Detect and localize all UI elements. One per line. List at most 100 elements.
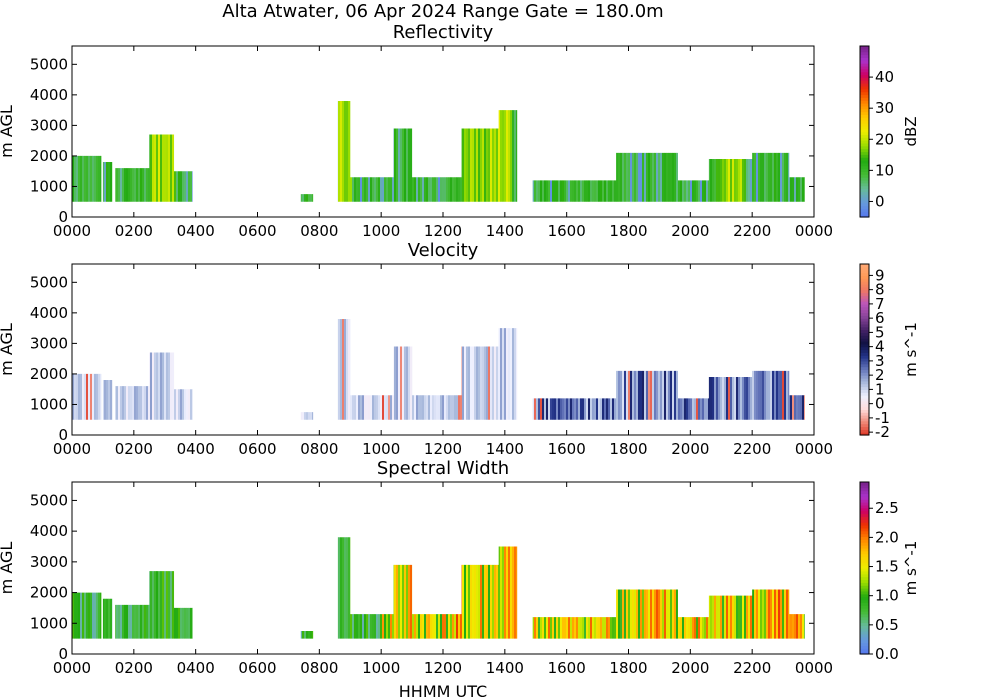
panel-1: Reflectivitym AGL00000200040006000800100… xyxy=(0,22,920,240)
x-tick-label: 2000 xyxy=(671,440,709,458)
panel-title: Reflectivity xyxy=(393,22,494,43)
x-tick-label: 0000 xyxy=(795,659,833,677)
y-tick-label: 4000 xyxy=(30,522,68,540)
panel-3: Spectral Width m AGL 0000 0200 0400 0600 0800 1… xyxy=(0,458,920,677)
colorbar-tick-label: 5 xyxy=(875,323,885,341)
x-tick-label: 0600 xyxy=(238,659,276,677)
y-tick-label: 5000 xyxy=(30,55,68,73)
x-tick-label: 1400 xyxy=(486,440,524,458)
colorbar-tick-label: 2.0 xyxy=(875,528,899,546)
y-tick-label: 0 xyxy=(58,208,68,226)
colorbar-tick-label: 8 xyxy=(875,281,885,299)
x-tick-label: 1800 xyxy=(609,222,647,240)
y-tick-label: 3000 xyxy=(30,116,68,134)
x-tick-label: 0200 xyxy=(115,440,153,458)
x-tick-label: 0400 xyxy=(177,222,215,240)
echo-field xyxy=(72,537,805,639)
colorbar-tick-label: 0 xyxy=(875,395,885,413)
x-tick-label: 1000 xyxy=(362,222,400,240)
y-tick-label: 4000 xyxy=(30,304,68,322)
colorbar-tick-label: 1.5 xyxy=(875,558,899,576)
x-tick-label: 0000 xyxy=(795,222,833,240)
colorbar-tick-label: 7 xyxy=(875,295,885,313)
x-tick-label: 1400 xyxy=(486,659,524,677)
colorbar-tick-label: 0.5 xyxy=(875,616,899,634)
colorbar-frame xyxy=(859,263,870,436)
colorbar-tick-label: 20 xyxy=(875,130,894,148)
colorbar-tick-label: -1 xyxy=(875,409,890,427)
x-tick-label: 1400 xyxy=(486,222,524,240)
colorbar-tick-label: 4 xyxy=(875,338,885,356)
panels: Reflectivitym AGL00000200040006000800100… xyxy=(0,22,920,677)
y-tick-label: 0 xyxy=(58,645,68,663)
colorbar-frame xyxy=(859,481,870,655)
x-tick-label: 0200 xyxy=(115,222,153,240)
x-tick-label: 2200 xyxy=(733,659,771,677)
x-tick-label: 1600 xyxy=(548,222,586,240)
colorbar-tick-label: 0 xyxy=(875,192,885,210)
colorbar-tick-label: 3 xyxy=(875,352,885,370)
panel-ylabel: m AGL xyxy=(0,542,16,595)
colorbar-tick-label: 6 xyxy=(875,309,885,327)
panel-title: Velocity xyxy=(408,240,479,261)
x-tick-label: 1200 xyxy=(424,659,462,677)
x-tick-label: 1200 xyxy=(424,440,462,458)
y-tick-label: 1000 xyxy=(30,177,68,195)
y-tick-label: 3000 xyxy=(30,553,68,571)
x-tick-label: 1800 xyxy=(609,440,647,458)
x-tick-label: 0000 xyxy=(795,440,833,458)
x-tick-label: 0600 xyxy=(238,222,276,240)
colorbar: 0 10 20 30 40 dBZ xyxy=(859,45,920,218)
figure-xlabel: HHMM UTC xyxy=(399,682,487,700)
x-tick-label: 0400 xyxy=(177,440,215,458)
y-tick-label: 4000 xyxy=(30,86,68,104)
colorbar-tick-label: 1.0 xyxy=(875,587,899,605)
x-tick-label: 0800 xyxy=(300,440,338,458)
colorbar-tick-label: -2 xyxy=(875,423,890,441)
x-tick-label: 2200 xyxy=(733,440,771,458)
x-tick-label: 0800 xyxy=(300,222,338,240)
x-tick-label: 1000 xyxy=(362,659,400,677)
x-tick-label: 0000 xyxy=(53,222,91,240)
y-tick-label: 2000 xyxy=(30,584,68,602)
colorbar-tick-label: 1 xyxy=(875,380,885,398)
x-tick-label: 0800 xyxy=(300,659,338,677)
y-tick-label: 1000 xyxy=(30,614,68,632)
colorbar-tick-label: 10 xyxy=(875,161,894,179)
panel-title: Spectral Width xyxy=(377,458,509,479)
panel-2: Velocitym AGL000002000400060008001000120… xyxy=(0,240,920,458)
x-tick-label: 1600 xyxy=(548,440,586,458)
colorbar-label: m s^-1 xyxy=(902,541,920,596)
x-tick-label: 2000 xyxy=(671,222,709,240)
colorbar-tick-label: 0.0 xyxy=(875,645,899,663)
x-tick-label: 2000 xyxy=(671,659,709,677)
x-tick-label: 0000 xyxy=(53,440,91,458)
y-tick-label: 5000 xyxy=(30,273,68,291)
y-tick-label: 5000 xyxy=(30,491,68,509)
colorbar-tick-label: 40 xyxy=(875,68,894,86)
y-tick-label: 2000 xyxy=(30,365,68,383)
colorbar-frame xyxy=(859,45,870,218)
x-tick-label: 1800 xyxy=(609,659,647,677)
x-tick-label: 0000 xyxy=(53,659,91,677)
colorbar-tick-label: 2 xyxy=(875,366,885,384)
x-tick-label: 1600 xyxy=(548,659,586,677)
figure-suptitle: Alta Atwater, 06 Apr 2024 Range Gate = 1… xyxy=(222,1,663,22)
colorbar-tick-label: 2.5 xyxy=(875,499,899,517)
colorbar-tick-label: 9 xyxy=(875,266,885,284)
x-tick-label: 0600 xyxy=(238,440,276,458)
panel-ylabel: m AGL xyxy=(0,105,16,158)
x-tick-label: 0200 xyxy=(115,659,153,677)
colorbar: 0.0 0.5 1.0 1.5 2.0 2.5 m s^-1 xyxy=(859,481,920,663)
colorbar-label: dBZ xyxy=(902,116,920,146)
y-tick-label: 3000 xyxy=(30,334,68,352)
x-tick-label: 2200 xyxy=(733,222,771,240)
y-tick-label: 0 xyxy=(58,426,68,444)
panel-ylabel: m AGL xyxy=(0,323,16,376)
y-tick-label: 1000 xyxy=(30,395,68,413)
x-tick-label: 0400 xyxy=(177,659,215,677)
echo-field xyxy=(72,100,805,202)
colorbar-tick-label: 30 xyxy=(875,99,894,117)
